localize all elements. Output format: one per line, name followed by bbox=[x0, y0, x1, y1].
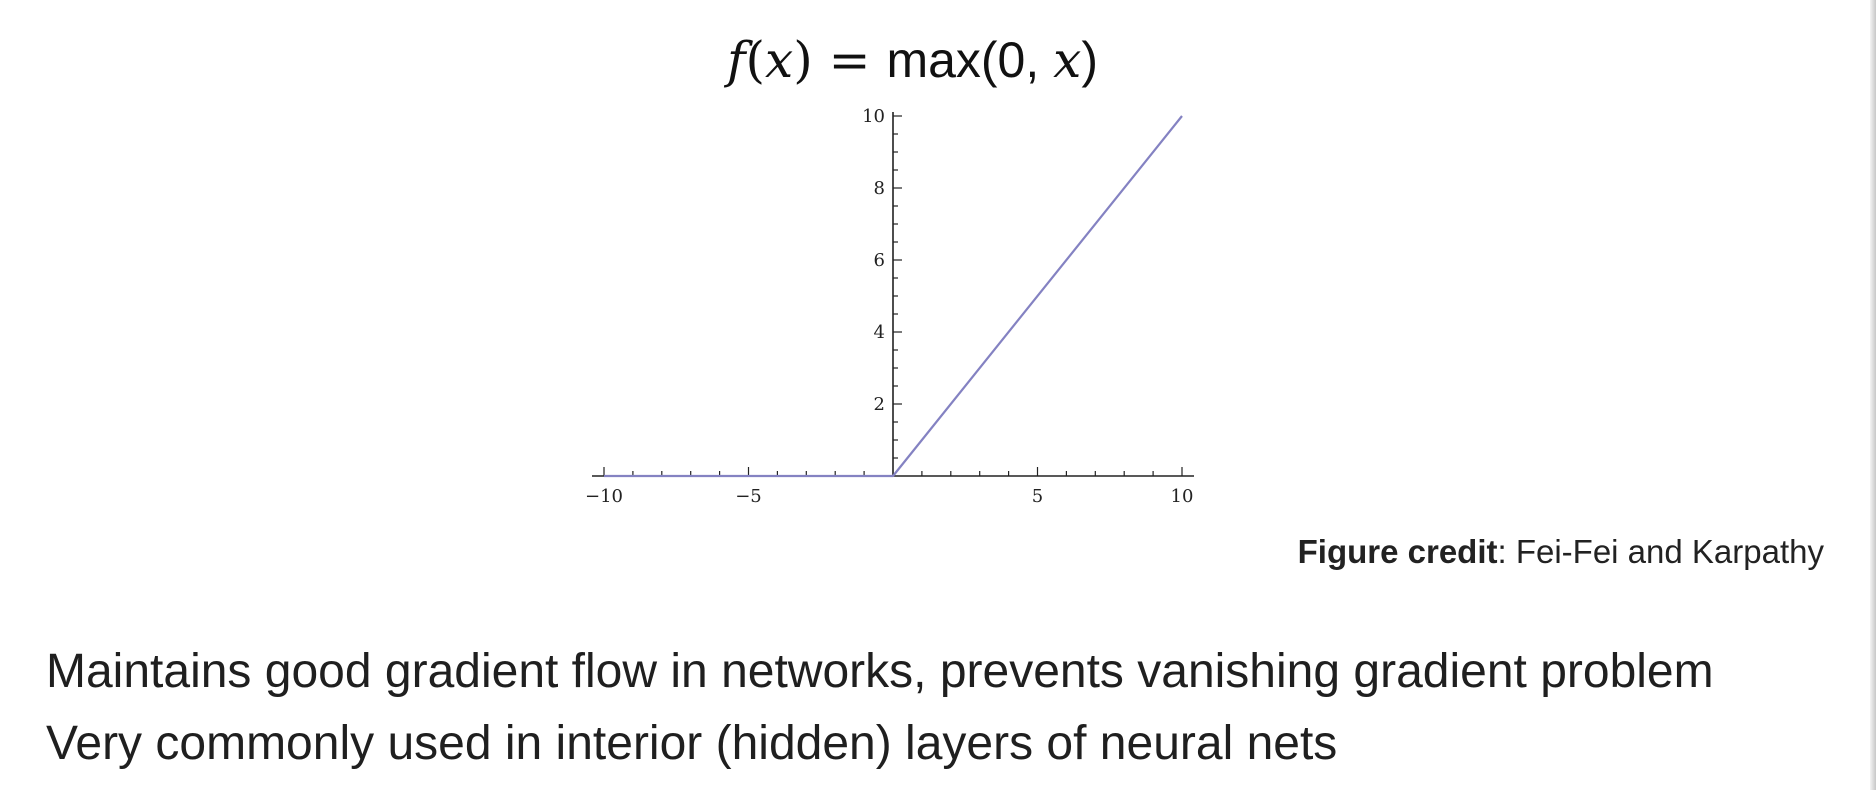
formula-open-paren: ( bbox=[745, 31, 766, 89]
bullet-list: Maintains good gradient flow in networks… bbox=[46, 636, 1714, 780]
figure-credit: Figure credit: Fei-Fei and Karpathy bbox=[1298, 532, 1824, 572]
x-tick-label: −5 bbox=[735, 486, 762, 507]
formula-close-paren: ) bbox=[793, 31, 813, 89]
y-tick-label: 10 bbox=[862, 106, 885, 127]
x-tick-label: −10 bbox=[585, 486, 623, 507]
x-tick-label: 5 bbox=[1032, 486, 1043, 507]
formula-args: (0, bbox=[980, 32, 1054, 88]
y-tick-label: 8 bbox=[874, 178, 885, 199]
y-tick-label: 4 bbox=[874, 322, 885, 343]
formula-max: max bbox=[886, 32, 981, 88]
relu-series-line bbox=[604, 115, 1183, 478]
y-tick-label: 2 bbox=[874, 394, 885, 415]
formula-var: x bbox=[765, 31, 794, 89]
bullet-hidden-layers: Very commonly used in interior (hidden) … bbox=[46, 717, 1338, 770]
formula-arg-var: x bbox=[1053, 31, 1082, 89]
y-tick-label: 6 bbox=[874, 250, 885, 271]
page-edge-shadow bbox=[1870, 0, 1876, 790]
figure-credit-label: Figure credit bbox=[1297, 533, 1498, 570]
formula-args-close: ) bbox=[1081, 32, 1099, 88]
relu-chart: −10 −5 5 10 2 4 6 8 10 bbox=[585, 106, 1194, 507]
figure-credit-text: : Fei-Fei and Karpathy bbox=[1497, 533, 1825, 570]
formula-equals: = bbox=[812, 31, 887, 89]
x-tick-label: 10 bbox=[1171, 486, 1194, 507]
relu-formula: f(x) = max(0, x) bbox=[727, 28, 1098, 92]
bullet-gradient-flow: Maintains good gradient flow in networks… bbox=[46, 645, 1714, 698]
formula-func: f bbox=[727, 31, 746, 89]
